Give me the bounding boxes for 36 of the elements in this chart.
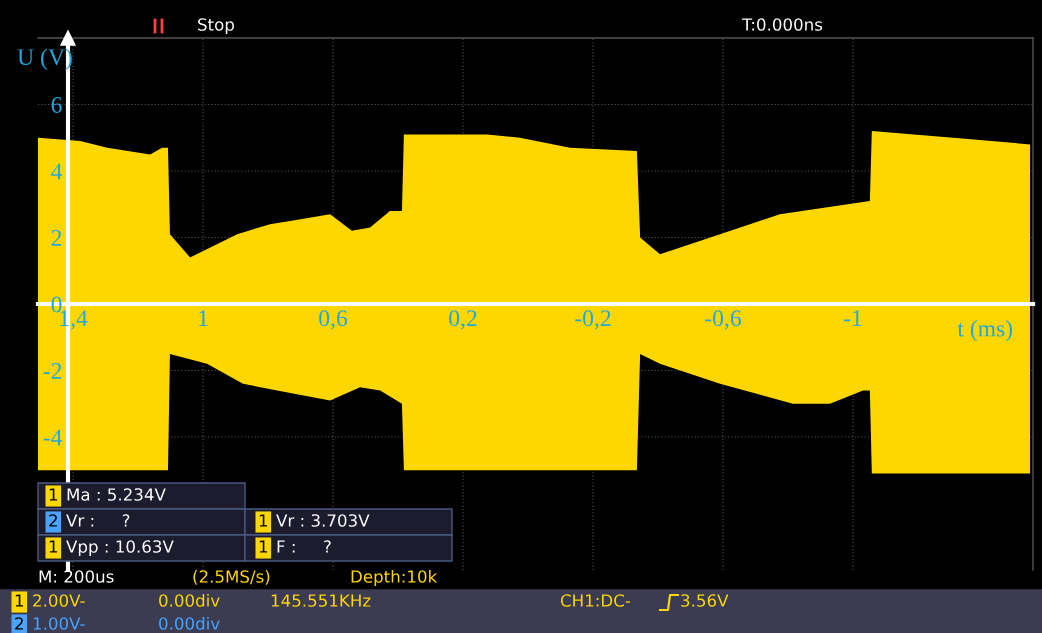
- x-tick-label: 1: [199, 310, 208, 326]
- text: T:0.000ns: [741, 18, 823, 31]
- annotation: Ma : 5.234V: [67, 488, 166, 501]
- x-axis-title: t (ms): [957, 319, 1013, 342]
- x-tick-label: 0,6: [319, 310, 348, 330]
- annotation: Vr : ?: [66, 514, 130, 527]
- y-tick-label: -4: [43, 429, 63, 446]
- text: M: 200us: [39, 570, 114, 583]
- y-tick-label: 0: [51, 296, 62, 313]
- text: 3.56V: [681, 594, 729, 607]
- text: 0.00div: [159, 593, 220, 607]
- text: Stop: [198, 18, 234, 35]
- x-tick-label: -1: [844, 310, 862, 326]
- annotation: 1: [259, 514, 268, 527]
- text: 0.00div: [159, 616, 220, 630]
- text: CH1:DC-: [560, 594, 631, 607]
- text: 1.00V-: [33, 617, 85, 630]
- text: 2.00V-: [33, 594, 85, 607]
- annotation: 1: [49, 488, 58, 501]
- y-tick-label: 4: [51, 163, 63, 180]
- y-tick-label: -2: [43, 363, 62, 379]
- x-tick-label: -0,6: [705, 310, 741, 330]
- annotation: F : ?: [277, 540, 331, 553]
- y-tick-label: 2: [51, 230, 62, 246]
- annotation: 1: [49, 540, 58, 553]
- text: 1: [15, 594, 24, 607]
- y-tick-label: 6: [51, 97, 62, 113]
- x-tick-label: 0,2: [449, 310, 477, 330]
- text: 145.551KHz: [271, 594, 371, 607]
- annotation: Vpp : 10.63V: [66, 540, 174, 557]
- x-tick-label: -0,2: [575, 310, 611, 330]
- annotation: 1: [259, 540, 268, 553]
- annotation: Depth:10k: [351, 569, 438, 587]
- annotation: (2.5MS/s): [193, 569, 270, 585]
- text: 2: [15, 617, 23, 630]
- annotation: Vr : 3.703V: [276, 514, 370, 527]
